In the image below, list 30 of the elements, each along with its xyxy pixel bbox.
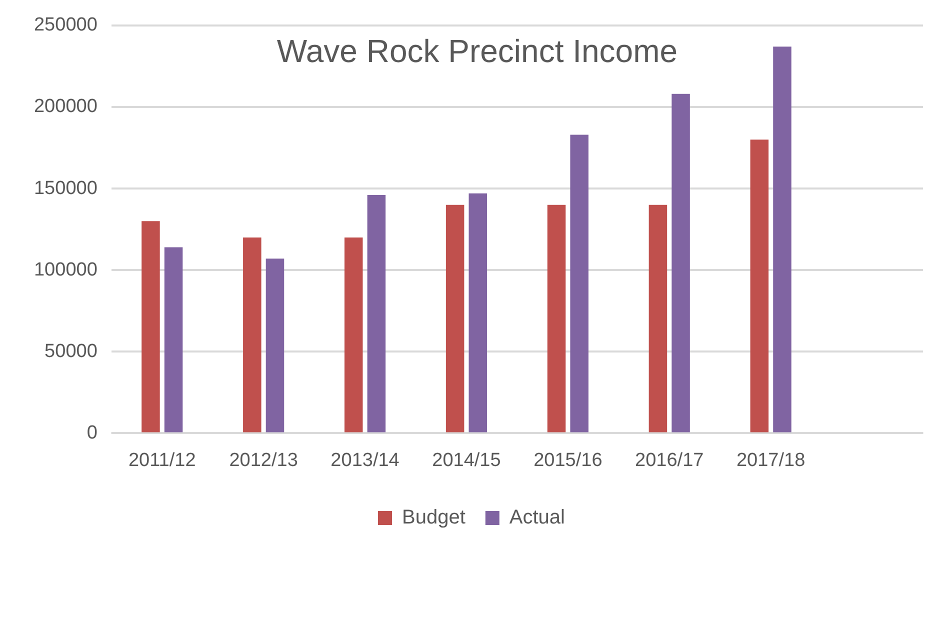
bar	[468, 193, 488, 432]
bar	[344, 237, 363, 432]
legend-label: Budget	[402, 506, 466, 529]
y-tick-label: 50000	[44, 340, 98, 362]
bar	[547, 204, 566, 432]
bar	[570, 134, 588, 432]
x-tick-label: 2017/18	[736, 450, 806, 471]
y-tick-label: 150000	[34, 178, 98, 199]
bar	[367, 195, 386, 432]
y-tick-label: 200000	[34, 96, 98, 118]
x-tick-label: 2016/17	[635, 450, 704, 471]
bar	[243, 237, 262, 432]
bar	[266, 258, 284, 432]
x-tick-label: 2012/13	[229, 450, 298, 471]
x-tick-label: 2014/15	[432, 450, 501, 471]
y-tick-label: 0	[86, 422, 98, 444]
bar	[672, 94, 690, 432]
x-tick-label: 2015/16	[534, 450, 602, 471]
x-tick-label: 2013/14	[330, 450, 400, 471]
bar	[164, 247, 183, 432]
y-tick-label: 250000	[34, 14, 98, 36]
y-tick-label: 100000	[34, 259, 98, 280]
legend-label: Actual	[509, 506, 565, 529]
bar	[773, 46, 792, 432]
bar	[750, 140, 769, 432]
bar	[142, 221, 160, 432]
bar	[648, 204, 668, 432]
x-tick-label: 2011/12	[128, 450, 196, 471]
bar	[446, 204, 464, 432]
chart-title: Wave Rock Precinct Income	[276, 33, 678, 70]
